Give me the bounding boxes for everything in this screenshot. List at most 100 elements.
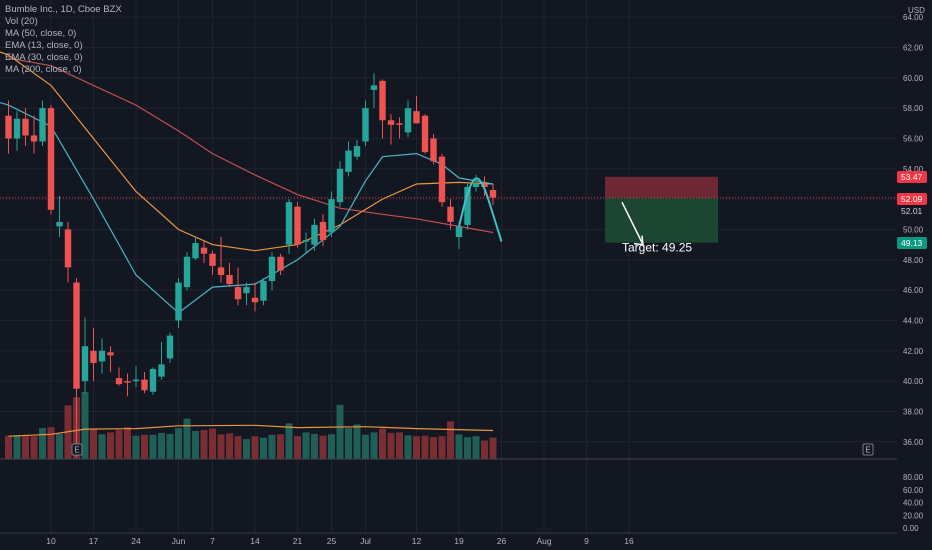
candle-body (217, 267, 225, 275)
candle[interactable] (285, 199, 293, 254)
candle[interactable] (149, 367, 157, 395)
candle-body (115, 378, 123, 385)
time-tick-label: Jun (172, 536, 186, 546)
stop-loss-zone[interactable] (605, 176, 718, 198)
projection-curve[interactable] (458, 177, 503, 242)
price-tick-label: 64.00 (903, 13, 924, 22)
candle[interactable] (209, 250, 216, 275)
indicator-ma200[interactable]: MA (200, close, 0) (5, 64, 82, 75)
candle[interactable] (192, 237, 199, 260)
volume-tick-label: 80.00 (903, 473, 924, 482)
candle[interactable] (132, 365, 140, 388)
candle-body (39, 108, 46, 142)
candle[interactable] (73, 278, 80, 457)
candle[interactable] (226, 262, 233, 288)
candle[interactable] (56, 196, 63, 238)
candle[interactable] (481, 176, 488, 197)
price-axis[interactable]: USD64.0062.0060.0058.0056.0054.0052.0050… (903, 6, 925, 533)
indicator-ma50[interactable]: MA (50, close, 0) (5, 28, 77, 39)
candle[interactable] (217, 237, 225, 283)
price-badge-label: 52.09 (901, 194, 923, 204)
candle[interactable] (328, 191, 335, 238)
candle[interactable] (124, 373, 131, 397)
indicator-ema30[interactable]: EMA (30, close, 0) (5, 52, 83, 63)
volume-bar (464, 437, 471, 459)
volume-bar (277, 434, 284, 459)
candle[interactable] (47, 105, 55, 215)
indicator-vol[interactable]: Vol (20) (5, 16, 38, 27)
candle[interactable] (158, 341, 165, 380)
candle-body (396, 123, 403, 125)
earnings-marker[interactable]: E (71, 443, 83, 456)
time-tick-label: 17 (89, 536, 99, 546)
price-tick-label: 38.00 (903, 407, 924, 416)
candle[interactable] (404, 100, 412, 137)
candle-body (362, 108, 369, 142)
candle[interactable] (438, 153, 446, 207)
annotations[interactable]: Target: 49.25 E E (71, 177, 874, 456)
candle[interactable] (319, 214, 327, 247)
candle[interactable] (379, 79, 386, 139)
candle-body (404, 108, 412, 133)
candle[interactable] (370, 73, 378, 109)
candle[interactable] (302, 232, 310, 253)
candle[interactable] (5, 100, 12, 154)
candle-body (370, 85, 378, 90)
candle[interactable] (251, 282, 259, 312)
event-icon (862, 443, 874, 456)
candle[interactable] (141, 372, 148, 394)
symbol-title[interactable]: Bumble Inc., 1D, Cboe BZX (5, 4, 122, 15)
candle-body (209, 253, 216, 266)
candle[interactable] (13, 111, 21, 151)
candle-body (64, 229, 72, 268)
candle[interactable] (353, 139, 361, 160)
indicator-ema13[interactable]: EMA (13, close, 0) (5, 40, 83, 51)
candle[interactable] (430, 133, 437, 165)
take-profit-zone[interactable] (605, 197, 718, 243)
candle[interactable] (200, 241, 208, 263)
candle[interactable] (234, 267, 242, 306)
candle[interactable] (396, 117, 403, 139)
candle[interactable] (107, 346, 114, 373)
candle[interactable] (336, 161, 344, 207)
price-badge: 52.09 (897, 193, 927, 205)
candle[interactable] (294, 202, 301, 248)
candle[interactable] (345, 141, 352, 177)
target-arrow-line[interactable] (621, 201, 644, 245)
candle[interactable] (489, 183, 497, 206)
candle-body (124, 381, 131, 383)
candles[interactable] (5, 73, 497, 457)
target-label[interactable]: Target: 49.25 (622, 240, 692, 254)
candle[interactable] (421, 114, 429, 154)
candle[interactable] (447, 199, 454, 230)
volume-bar (30, 436, 38, 459)
volume-ma-line (8, 424, 494, 437)
candle[interactable] (81, 317, 89, 394)
candle[interactable] (30, 115, 38, 154)
candle[interactable] (183, 252, 191, 291)
candle[interactable] (22, 108, 29, 147)
upcoming-event-marker[interactable]: E (862, 443, 874, 456)
candle[interactable] (277, 253, 284, 275)
candle[interactable] (311, 218, 318, 251)
candle[interactable] (260, 278, 267, 306)
candle[interactable] (175, 278, 182, 329)
price-tick-label: 56.00 (903, 134, 924, 143)
candle[interactable] (115, 367, 123, 386)
candle[interactable] (413, 96, 420, 124)
candle-body (90, 350, 97, 363)
candle[interactable] (387, 114, 395, 145)
time-axis[interactable]: 10 17 24 Jun 7 14 21 25 Jul 12 19 26 Aug 9 16 (46, 536, 634, 546)
candle[interactable] (98, 338, 106, 374)
candle[interactable] (362, 100, 369, 147)
candle[interactable] (64, 221, 72, 283)
candle[interactable] (243, 282, 250, 306)
candle[interactable] (39, 100, 46, 147)
candle[interactable] (166, 332, 174, 363)
candle-body (47, 108, 55, 210)
candle[interactable] (90, 328, 97, 382)
price-badge: 52.01 (897, 205, 927, 217)
candle[interactable] (268, 252, 276, 291)
volume-bar (209, 428, 216, 459)
